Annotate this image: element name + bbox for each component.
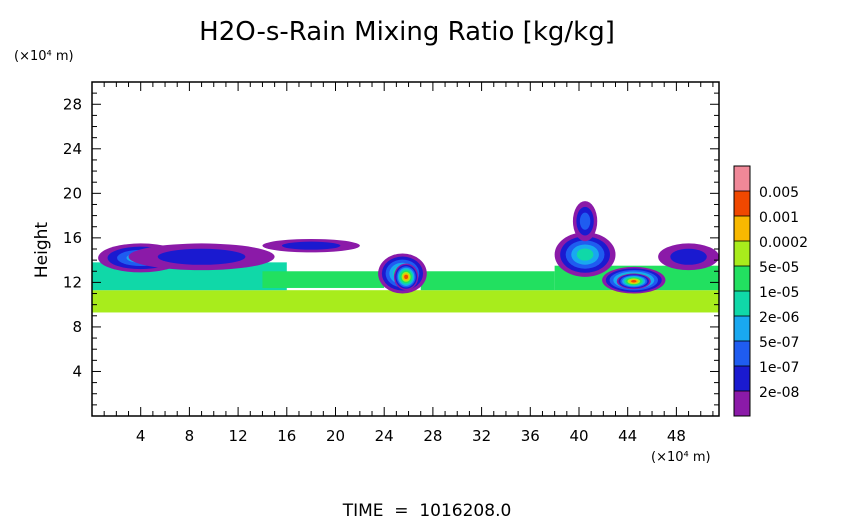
colorbar-swatch	[734, 366, 750, 391]
colorbar-swatch	[734, 266, 750, 291]
x-tick-label: 8	[185, 427, 195, 445]
data-cell-2-level-1	[281, 241, 341, 250]
data-cell-5-level-4	[576, 248, 594, 261]
chart-title: H2O-s-Rain Mixing Ratio [kg/kg]	[199, 17, 615, 47]
x-tick-label: 12	[229, 427, 248, 445]
colorbar-swatch	[734, 191, 750, 216]
colorbar-swatch	[734, 216, 750, 241]
x-tick-label: 32	[472, 427, 491, 445]
colorbar-label: 1e-05	[759, 285, 799, 301]
data-cell-8-level-8	[631, 280, 637, 283]
y-tick-label: 4	[72, 362, 82, 380]
colorbar: 2e-08 1e-07 5e-07 2e-06 1e-05 5e-05 0.0002 0.00…	[733, 165, 808, 417]
colorbar-label: 0.0002	[759, 235, 808, 251]
colorbar-swatch	[734, 291, 750, 316]
data-cell-1-level-1	[157, 248, 246, 265]
data-band-2-level-5	[262, 271, 385, 288]
x-unit-label: (×10⁴ m)	[651, 450, 711, 465]
x-tick-label: 40	[569, 427, 588, 445]
time-footer: TIME = 1016208.0	[342, 501, 512, 519]
plot-area	[92, 201, 719, 313]
colorbar-swatch	[734, 316, 750, 341]
y-tick-label: 12	[63, 273, 82, 291]
x-tick-label: 16	[277, 427, 296, 445]
colorbar-label: 1e-07	[759, 360, 799, 376]
colorbar-label: 2e-08	[759, 385, 799, 401]
colorbar-label: 0.001	[759, 210, 799, 226]
data-cell-6-level-2	[579, 212, 591, 230]
y-tick-label: 20	[63, 184, 82, 202]
data-cell-9-level-1	[670, 248, 707, 265]
x-tick-label: 24	[375, 427, 394, 445]
x-tick-label: 4	[136, 427, 146, 445]
y-tick-label: 24	[63, 140, 82, 158]
y-tick-label: 8	[72, 318, 82, 336]
y-tick-label: 28	[63, 95, 82, 113]
colorbar-label: 5e-07	[759, 335, 799, 351]
x-tick-label: 48	[667, 427, 686, 445]
colorbar-label: 5e-05	[759, 260, 799, 276]
colorbar-swatch	[734, 241, 750, 266]
colorbar-swatch	[734, 391, 750, 416]
colorbar-label: 2e-06	[759, 310, 799, 326]
x-tick-label: 28	[423, 427, 442, 445]
x-tick-label: 44	[618, 427, 637, 445]
y-tick-label: 16	[63, 229, 82, 247]
y-unit-label: (×10⁴ m)	[14, 49, 74, 64]
x-tick-label: 36	[521, 427, 540, 445]
x-tick-label: 20	[326, 427, 345, 445]
data-band-0-level-6	[92, 290, 719, 313]
colorbar-swatch	[734, 341, 750, 366]
data-band-3-level-5	[420, 271, 555, 291]
colorbar-label: 0.005	[759, 185, 799, 201]
data-cell-4-level-8	[404, 274, 409, 279]
y-axis-label: Height	[32, 222, 52, 279]
colorbar-swatch	[734, 166, 750, 191]
